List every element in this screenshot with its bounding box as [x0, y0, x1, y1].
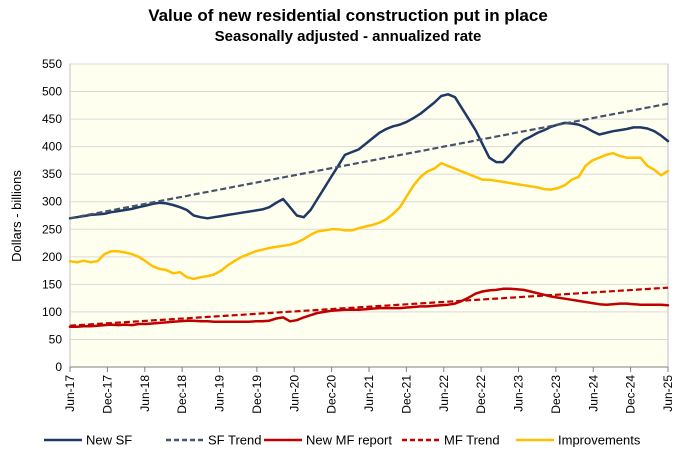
y-tick-label: 350: [42, 167, 62, 181]
x-tick-label: Jun-22: [437, 375, 451, 412]
series-line-new-mf-report: [68, 287, 670, 329]
series-lines: [68, 93, 670, 329]
x-tick-label: Jun-20: [287, 375, 301, 412]
legend: New SF SF Trend New MF report MF Trend Impro…: [44, 433, 641, 448]
x-tick-label: Jun-21: [362, 375, 376, 412]
series-line-sf-trend: [69, 102, 669, 220]
x-tick-label: Dec-22: [474, 375, 488, 414]
gridlines: [70, 63, 668, 368]
legend-label: New MF report: [306, 433, 392, 448]
x-tick-label: Jun-18: [138, 375, 152, 412]
x-tick-label: Jun-24: [586, 375, 600, 412]
y-tick-label: 500: [42, 85, 62, 99]
y-tick-label: 450: [42, 112, 62, 126]
y-tick-label: 50: [49, 332, 63, 346]
x-tick-label: Jun-19: [213, 375, 227, 412]
x-tick-label: Jun-23: [512, 375, 526, 412]
y-axis-ticks: 0 50 100 150 200 250 300 350 400 450 500 550: [42, 57, 62, 374]
x-tick-label: Dec-19: [250, 375, 264, 414]
x-tick-label: Dec-18: [175, 375, 189, 414]
chart-subtitle: Seasonally adjusted - annualized rate: [214, 28, 482, 45]
x-tick-label: Dec-20: [325, 375, 339, 414]
y-tick-label: 250: [42, 222, 62, 236]
series-line-mf-trend: [69, 286, 669, 327]
series-line-improvements: [68, 151, 670, 281]
y-tick-label: 400: [42, 140, 62, 154]
y-tick-label: 550: [42, 57, 62, 71]
x-tick-label: Jun-17: [63, 375, 77, 412]
legend-label: Improvements: [558, 433, 641, 448]
x-tick-label: Dec-17: [100, 375, 114, 414]
legend-label: MF Trend: [444, 433, 500, 448]
y-tick-label: 150: [42, 277, 62, 291]
y-tick-label: 200: [42, 250, 62, 264]
x-axis-ticks: Jun-17 Dec-17 Jun-18 Dec-18 Jun-19 Dec-19 Jun-…: [63, 367, 675, 414]
chart-title: Value of new residential construction pu…: [148, 6, 548, 25]
y-axis-label: Dollars - billions: [9, 170, 24, 262]
legend-label: SF Trend: [208, 433, 261, 448]
legend-label: New SF: [86, 433, 132, 448]
y-tick-label: 0: [55, 360, 62, 374]
y-tick-label: 300: [42, 195, 62, 209]
x-tick-label: Dec-21: [399, 375, 413, 414]
plot-area: [69, 63, 669, 368]
x-tick-label: Dec-24: [624, 375, 638, 414]
y-tick-label: 100: [42, 305, 62, 319]
x-tick-label: Dec-23: [549, 375, 563, 414]
x-tick-label: Jun-25: [661, 375, 675, 412]
